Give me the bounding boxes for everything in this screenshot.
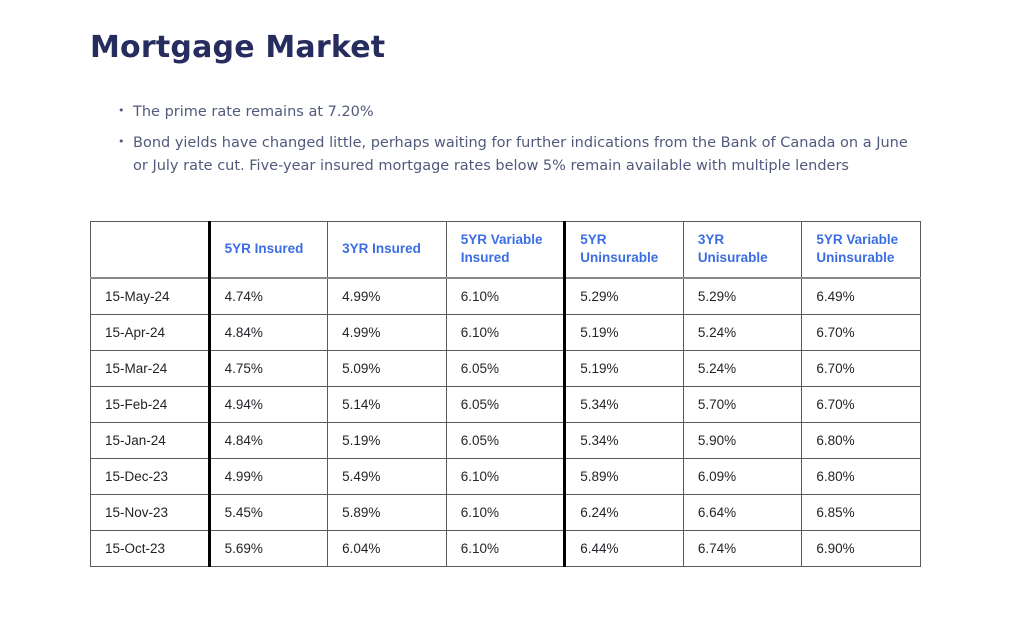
table-row: 15-Feb-24 4.94% 5.14% 6.05% 5.34% 5.70% 6.70% bbox=[90, 385, 921, 423]
rate-cell: 6.85% bbox=[801, 493, 921, 531]
table-row: 15-May-24 4.74% 4.99% 6.10% 5.29% 5.29% 6.49% bbox=[90, 277, 921, 315]
rates-table-header: 5YR Insured 3YR Insured 5YR Variable Insur… bbox=[90, 220, 921, 280]
rate-cell: 5.29% bbox=[563, 277, 684, 315]
column-header-3yr-unisurable: 3YR Unisurable bbox=[682, 220, 803, 280]
rate-cell: 5.34% bbox=[563, 385, 684, 423]
rate-cell: 5.69% bbox=[207, 529, 329, 567]
rate-cell: 6.05% bbox=[445, 349, 566, 387]
column-header-5yr-uninsurable: 5YR Uninsurable bbox=[563, 220, 684, 280]
rate-cell: 5.19% bbox=[563, 313, 684, 351]
column-header-date bbox=[90, 220, 210, 280]
rates-table-body: 15-May-24 4.74% 4.99% 6.10% 5.29% 5.29% 6.49% 1… bbox=[90, 277, 921, 567]
rate-cell: 4.75% bbox=[207, 349, 329, 387]
table-row: 15-Mar-24 4.75% 5.09% 6.05% 5.19% 5.24% 6.70% bbox=[90, 349, 921, 387]
rate-cell: 4.99% bbox=[207, 457, 329, 495]
rate-cell: 6.05% bbox=[445, 421, 566, 459]
rate-cell: 6.10% bbox=[445, 313, 566, 351]
rate-cell: 5.24% bbox=[682, 349, 803, 387]
date-cell: 15-Oct-23 bbox=[90, 529, 210, 567]
rate-cell: 5.89% bbox=[563, 457, 684, 495]
date-cell: 15-Nov-23 bbox=[90, 493, 210, 531]
table-row: 15-Jan-24 4.84% 5.19% 6.05% 5.34% 5.90% 6.80% bbox=[90, 421, 921, 459]
column-header-5yr-insured: 5YR Insured bbox=[207, 220, 329, 280]
date-cell: 15-Apr-24 bbox=[90, 313, 210, 351]
rate-cell: 6.10% bbox=[445, 529, 566, 567]
rate-cell: 5.19% bbox=[327, 421, 447, 459]
date-cell: 15-Dec-23 bbox=[90, 457, 210, 495]
date-cell: 15-Jan-24 bbox=[90, 421, 210, 459]
rate-cell: 4.84% bbox=[207, 313, 329, 351]
rate-cell: 5.90% bbox=[682, 421, 803, 459]
market-notes-list: The prime rate remains at 7.20% Bond yiel… bbox=[118, 101, 908, 179]
header-row: 5YR Insured 3YR Insured 5YR Variable Insur… bbox=[90, 220, 921, 280]
column-header-5yr-variable-uninsurable: 5YR Variable Uninsurable bbox=[801, 220, 921, 280]
rate-cell: 6.64% bbox=[682, 493, 803, 531]
date-cell: 15-Feb-24 bbox=[90, 385, 210, 423]
rate-cell: 5.45% bbox=[207, 493, 329, 531]
page-title: Mortgage Market bbox=[90, 30, 386, 65]
rate-cell: 6.10% bbox=[445, 277, 566, 315]
rate-cell: 6.70% bbox=[801, 349, 921, 387]
rate-cell: 5.09% bbox=[327, 349, 447, 387]
mortgage-rates-table: 5YR Insured 3YR Insured 5YR Variable Insur… bbox=[90, 220, 921, 567]
rate-cell: 5.14% bbox=[327, 385, 447, 423]
date-cell: 15-May-24 bbox=[90, 277, 210, 315]
table-row: 15-Dec-23 4.99% 5.49% 6.10% 5.89% 6.09% 6.80% bbox=[90, 457, 921, 495]
column-header-5yr-variable-insured: 5YR Variable Insured bbox=[445, 220, 566, 280]
rate-cell: 6.05% bbox=[445, 385, 566, 423]
rate-cell: 6.10% bbox=[445, 493, 566, 531]
rate-cell: 5.34% bbox=[563, 421, 684, 459]
rate-cell: 5.29% bbox=[682, 277, 803, 315]
bullet-item: Bond yields have changed little, perhaps… bbox=[118, 132, 908, 178]
rate-cell: 6.09% bbox=[682, 457, 803, 495]
rates-table-wrap: 5YR Insured 3YR Insured 5YR Variable Insur… bbox=[90, 220, 931, 567]
rate-cell: 4.99% bbox=[327, 277, 447, 315]
rate-cell: 4.84% bbox=[207, 421, 329, 459]
bullet-item: The prime rate remains at 7.20% bbox=[118, 101, 908, 124]
rate-cell: 6.10% bbox=[445, 457, 566, 495]
rate-cell: 5.19% bbox=[563, 349, 684, 387]
page-container: Mortgage Market The prime rate remains a… bbox=[0, 0, 931, 567]
rate-cell: 5.24% bbox=[682, 313, 803, 351]
rate-cell: 6.44% bbox=[563, 529, 684, 567]
rate-cell: 5.70% bbox=[682, 385, 803, 423]
rate-cell: 4.94% bbox=[207, 385, 329, 423]
rate-cell: 6.80% bbox=[801, 421, 921, 459]
rate-cell: 6.90% bbox=[801, 529, 921, 567]
rate-cell: 6.04% bbox=[327, 529, 447, 567]
rate-cell: 6.70% bbox=[801, 313, 921, 351]
rate-cell: 4.99% bbox=[327, 313, 447, 351]
rate-cell: 6.49% bbox=[801, 277, 921, 315]
rate-cell: 6.70% bbox=[801, 385, 921, 423]
rate-cell: 5.49% bbox=[327, 457, 447, 495]
table-row: 15-Nov-23 5.45% 5.89% 6.10% 6.24% 6.64% 6.85% bbox=[90, 493, 921, 531]
rate-cell: 6.74% bbox=[682, 529, 803, 567]
column-header-3yr-insured: 3YR Insured bbox=[327, 220, 447, 280]
rate-cell: 4.74% bbox=[207, 277, 329, 315]
date-cell: 15-Mar-24 bbox=[90, 349, 210, 387]
rate-cell: 5.89% bbox=[327, 493, 447, 531]
rate-cell: 6.24% bbox=[563, 493, 684, 531]
rate-cell: 6.80% bbox=[801, 457, 921, 495]
table-row: 15-Apr-24 4.84% 4.99% 6.10% 5.19% 5.24% 6.70% bbox=[90, 313, 921, 351]
table-row: 15-Oct-23 5.69% 6.04% 6.10% 6.44% 6.74% 6.90% bbox=[90, 529, 921, 567]
